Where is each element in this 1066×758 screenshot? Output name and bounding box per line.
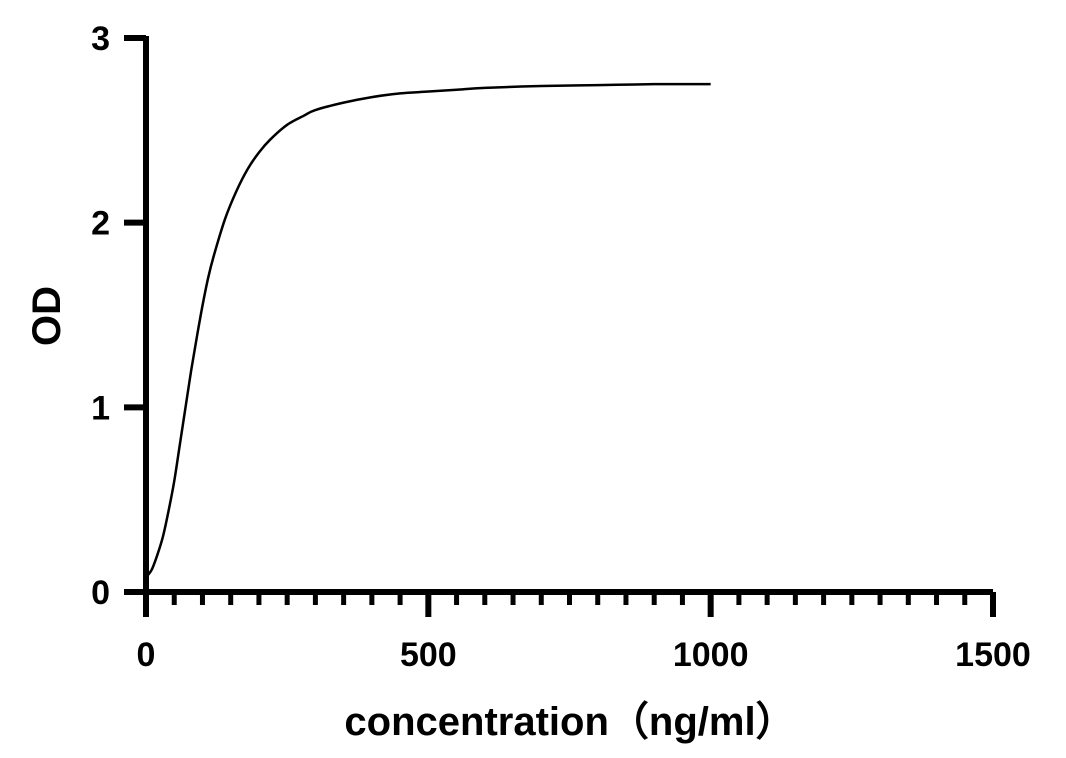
- x-tick-label: 1500: [955, 636, 1031, 674]
- x-tick-label: 500: [400, 636, 457, 674]
- series-line: [145, 82, 711, 579]
- y-axis: 0 1 2 3: [91, 20, 149, 617]
- y-axis-title: OD: [25, 286, 69, 346]
- y-tick-label: 2: [91, 205, 110, 243]
- y-tick-label: 1: [91, 389, 110, 427]
- plot-area: [145, 82, 711, 579]
- y-tick-label: 0: [91, 574, 110, 612]
- x-tick-label: 1000: [673, 636, 749, 674]
- x-tick-label: 0: [137, 636, 156, 674]
- x-axis: 0 500 1000 1500: [137, 589, 1031, 674]
- x-axis-title: concentration（ng/ml）: [344, 700, 795, 744]
- y-tick-label: 3: [91, 20, 110, 58]
